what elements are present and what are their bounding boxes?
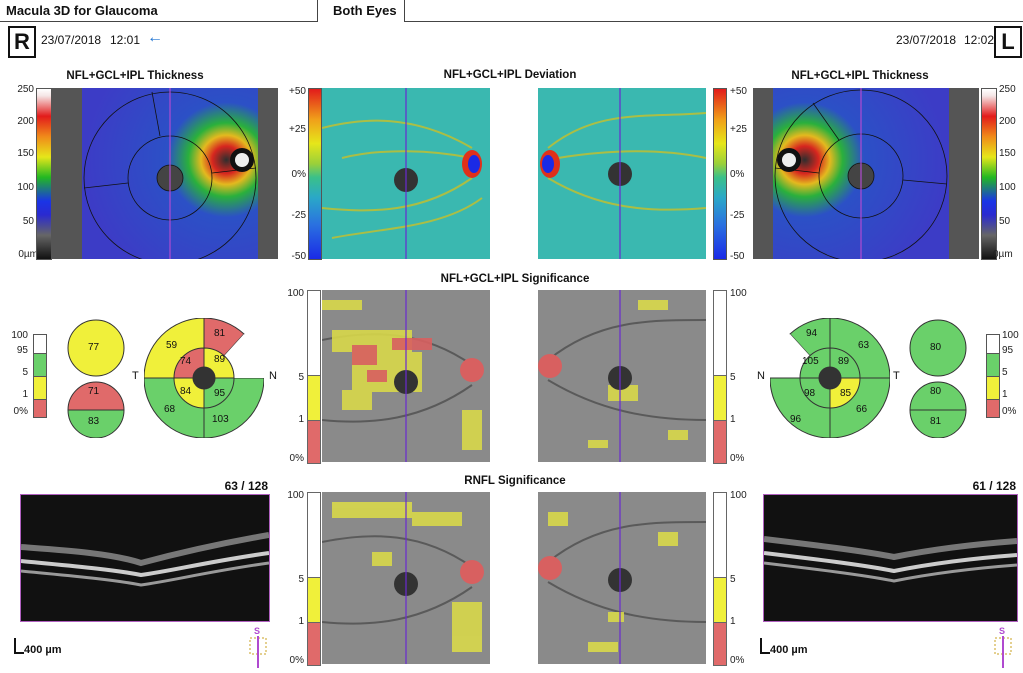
right-eye-time: 12:01 <box>110 33 141 47</box>
significance-left-bar <box>713 290 727 464</box>
left-outer-sup-value: 63 <box>858 340 870 351</box>
left-inner-nas-value: 98 <box>804 388 816 399</box>
right-thickness-title: NFL+GCL+IPL Thickness <box>66 70 204 82</box>
left-hemi-total-value: 81 <box>930 416 942 427</box>
right-thickness-colorbar <box>36 88 52 260</box>
left-deviation-colorbar <box>713 88 727 260</box>
left-inner-inf-value: 85 <box>840 388 852 399</box>
right-legend-bar <box>33 334 47 418</box>
left-outer-temp-inf-value: 96 <box>790 414 802 425</box>
right-hemi-sup-value: 77 <box>88 342 100 353</box>
left-hemi-inf-value: 80 <box>930 386 942 397</box>
right-rnfl-map <box>322 492 490 664</box>
left-eye-date: 23/07/2018 <box>896 33 957 47</box>
right-hemi-inf-value: 71 <box>88 386 100 397</box>
left-thickness-map <box>753 88 979 259</box>
left-significance-map <box>538 290 706 462</box>
significance-right-scale: 100 5 1 0% <box>287 288 304 464</box>
left-deviation-scale: +50 +25 0% -25 -50 <box>730 86 747 262</box>
right-bscan-frame: 63 / 128 <box>224 479 268 493</box>
left-deviation-map <box>538 88 706 259</box>
right-hemi-total-value: 83 <box>88 416 100 427</box>
rnfl-left-bar <box>713 492 727 666</box>
significance-right-bar <box>307 290 321 464</box>
rnfl-right-bar <box>307 492 321 666</box>
left-inner-temp-value: 105 <box>802 356 819 367</box>
left-orientation-letter: S <box>999 626 1006 636</box>
right-inner-inf-value: 84 <box>180 386 192 397</box>
left-nasal-label: N <box>757 370 765 382</box>
right-outer-sup-value: 81 <box>214 328 226 339</box>
right-eye-indicator: R <box>8 26 36 58</box>
back-arrow-icon[interactable]: ← <box>147 29 163 46</box>
left-thickness-scale: 250 200 150 100 50 0µm <box>993 84 1016 260</box>
right-temporal-label: T <box>132 370 139 382</box>
left-bscan-frame: 61 / 128 <box>972 479 1016 493</box>
tab-both-eyes[interactable]: Both Eyes <box>333 3 397 18</box>
left-legend-labels: 100 95 5 1 0% <box>1002 330 1019 417</box>
left-hemi-sup-value: 80 <box>930 342 942 353</box>
left-sector-chart: 94 63 105 89 98 85 96 66 <box>769 317 891 439</box>
right-deviation-colorbar <box>308 88 322 260</box>
right-sector-chart: 81 59 74 89 84 95 68 103 <box>143 317 265 439</box>
significance-title: NFL+GCL+IPL Significance <box>440 273 590 285</box>
right-hemi-chart: 77 71 83 <box>64 318 128 439</box>
left-scale-label: 400 µm <box>770 644 808 656</box>
right-outer-inf-value: 103 <box>212 414 229 425</box>
right-outer-temp-inf-value: 68 <box>164 404 176 415</box>
significance-left-scale: 100 5 1 0% <box>730 288 747 464</box>
right-scale-label: 400 µm <box>24 644 62 656</box>
right-scale-bar-icon <box>14 638 24 654</box>
left-orientation-icon[interactable]: S <box>994 626 1012 668</box>
left-inner-sup-value: 89 <box>838 356 850 367</box>
left-thickness-title: NFL+GCL+IPL Thickness <box>791 70 929 82</box>
right-significance-map <box>322 290 490 462</box>
left-hemi-chart: 80 80 81 <box>906 318 970 439</box>
left-bscan <box>763 494 1018 622</box>
left-temporal-label: T <box>893 370 900 382</box>
left-eye-indicator: L <box>994 26 1022 58</box>
left-scale-bar-icon <box>760 638 770 654</box>
right-inner-temp-value: 74 <box>180 356 192 367</box>
left-legend-bar <box>986 334 1000 418</box>
right-thickness-map <box>52 88 278 259</box>
right-thickness-scale: 250 200 150 100 50 0µm <box>17 84 38 260</box>
right-nasal-label: N <box>269 370 277 382</box>
right-legend-labels: 100 95 5 1 0% <box>11 330 28 417</box>
header-bar: Macula 3D for Glaucoma Both Eyes <box>0 0 1023 22</box>
left-eye-time: 12:02 <box>964 33 995 47</box>
left-rnfl-map <box>538 492 706 664</box>
right-inner-nas-value: 95 <box>214 388 226 399</box>
rnfl-title: RNFL Significance <box>464 475 566 487</box>
rnfl-right-scale: 100 5 1 0% <box>287 490 304 666</box>
right-orientation-letter: S <box>254 626 261 636</box>
right-bscan <box>20 494 270 622</box>
right-inner-sup-value: 89 <box>214 354 226 365</box>
right-deviation-map <box>322 88 490 259</box>
left-thickness-colorbar <box>981 88 997 260</box>
left-outer-temp-sup-value: 94 <box>806 328 818 339</box>
deviation-title: NFL+GCL+IPL Deviation <box>443 69 577 81</box>
right-deviation-scale: +50 +25 0% -25 -50 <box>289 86 306 262</box>
right-orientation-icon[interactable]: S <box>249 626 267 668</box>
app-title: Macula 3D for Glaucoma <box>6 3 158 18</box>
rnfl-left-scale: 100 5 1 0% <box>730 490 747 666</box>
left-outer-inf-value: 66 <box>856 404 868 415</box>
right-eye-date: 23/07/2018 <box>41 33 102 47</box>
right-outer-temp-sup-value: 59 <box>166 340 178 351</box>
